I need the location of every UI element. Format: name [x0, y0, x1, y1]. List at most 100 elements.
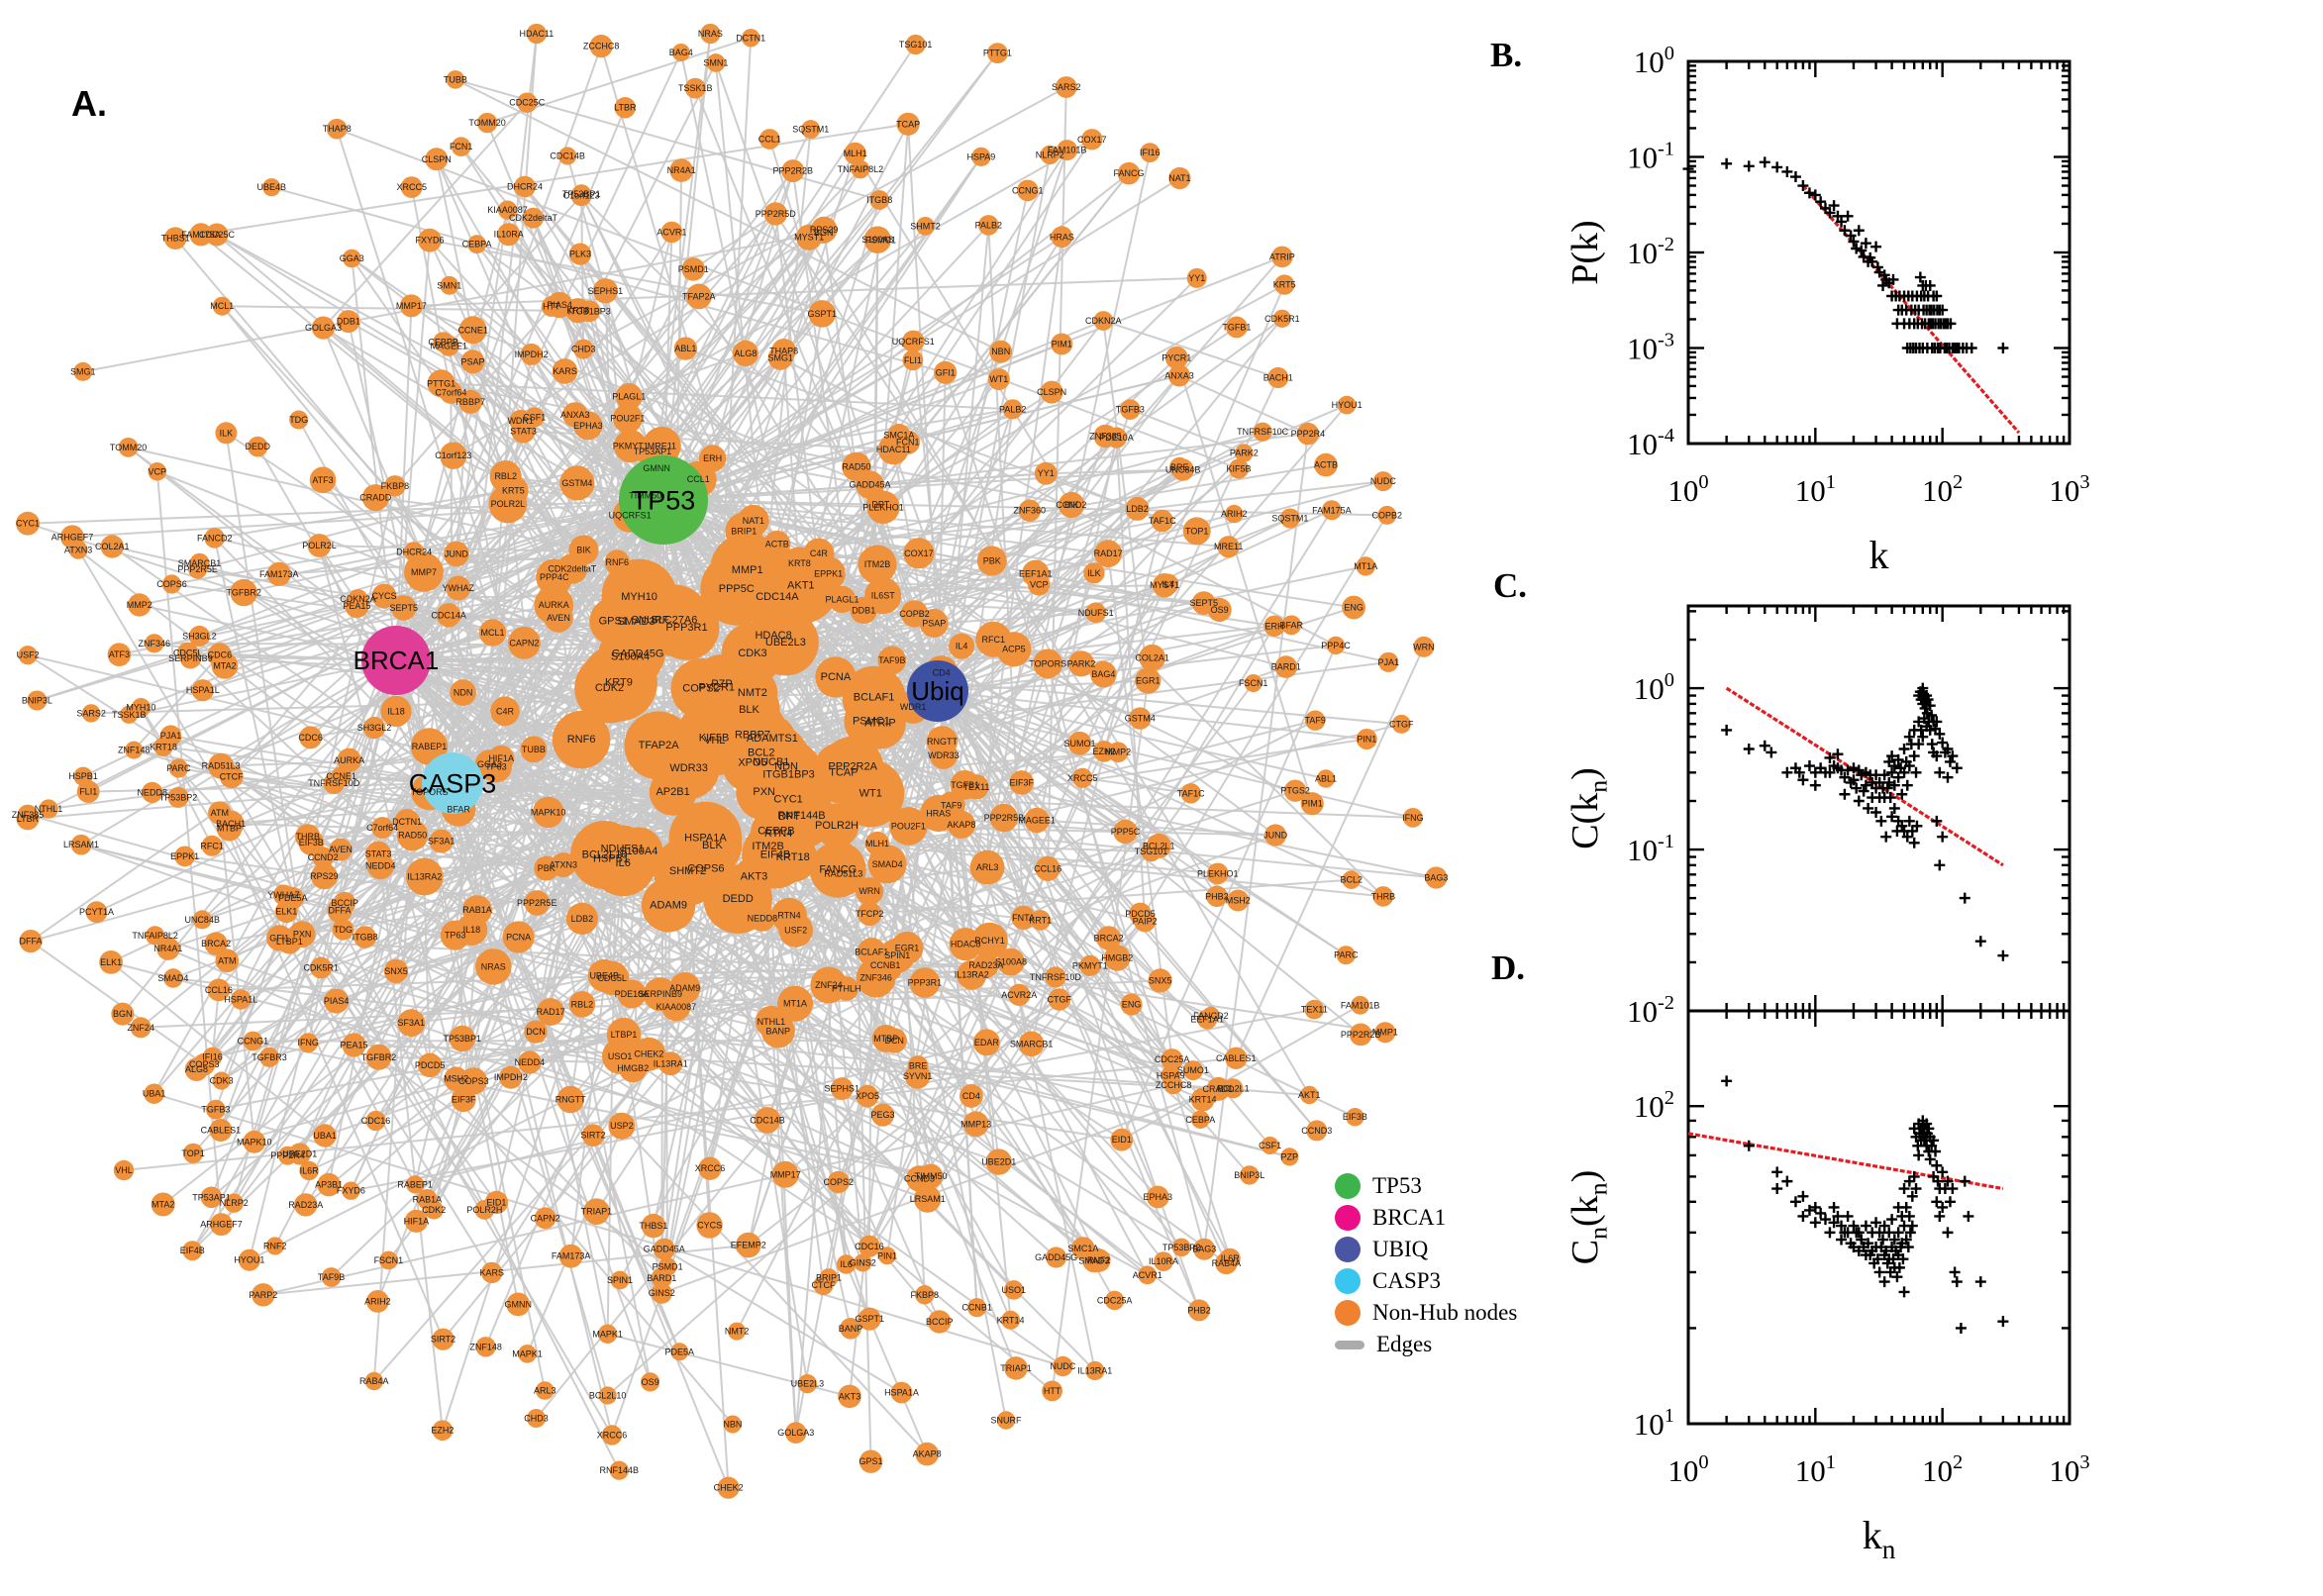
network-edge: [199, 550, 415, 638]
network-edge: [213, 538, 294, 899]
data-point: [1914, 271, 1926, 283]
data-point: [1937, 831, 1949, 843]
node-swatch-icon: [1335, 1300, 1361, 1326]
pow-base: 10: [1627, 332, 1658, 366]
label-seg: P(k): [1565, 220, 1606, 284]
network-edge: [799, 507, 1138, 565]
network-edge: [1102, 584, 1165, 675]
scatter-c: [1721, 682, 2009, 961]
node-swatch-icon: [1335, 1268, 1361, 1294]
pow-base: 10: [1634, 45, 1665, 79]
network-edge: [1175, 357, 1314, 804]
data-point: [1771, 161, 1783, 173]
xtick-label-d: 101: [1795, 1451, 1836, 1488]
data-point: [1944, 755, 1956, 767]
plot-ticks-d: [1686, 1011, 2071, 1426]
label-seg: ): [1565, 1170, 1606, 1183]
label-sub: n: [1882, 1535, 1896, 1564]
data-point: [1944, 1196, 1956, 1208]
network-edge: [769, 761, 1084, 1249]
data-point: [1901, 779, 1913, 791]
pow-exp: -1: [1658, 831, 1674, 852]
data-point: [1873, 1266, 1885, 1278]
network-edge: [454, 78, 1002, 353]
network-edge: [519, 353, 533, 422]
network-edge: [336, 128, 1240, 470]
data-point: [1824, 1227, 1836, 1239]
data-point: [1759, 156, 1770, 168]
ytick-label-d: 101: [1634, 1405, 1674, 1442]
ytick-label-b: 10-4: [1627, 425, 1674, 461]
pow-exp: 2: [1953, 1451, 1963, 1473]
data-point: [1842, 1210, 1854, 1222]
network-edge: [377, 1055, 668, 1268]
data-point: [1797, 1190, 1809, 1202]
network-edge: [354, 1044, 650, 1055]
scatter-d: [1721, 1075, 2009, 1334]
network-edge: [308, 912, 870, 1172]
data-point: [1721, 157, 1733, 169]
data-point: [1934, 859, 1946, 871]
data-point: [1860, 1220, 1871, 1232]
pow-exp: 2: [1665, 1087, 1674, 1109]
data-point: [1886, 1214, 1898, 1226]
legend-label: Edges: [1376, 1332, 1433, 1356]
data-point: [1951, 762, 1963, 774]
pow-exp: 1: [1665, 1405, 1674, 1427]
data-point: [1959, 892, 1970, 904]
pow-exp: 3: [2079, 471, 2089, 493]
pow-base: 10: [1627, 427, 1658, 461]
network-edge: [441, 382, 1072, 506]
pow-exp: 0: [1665, 669, 1674, 691]
data-point: [1908, 750, 1920, 762]
label-seg: C(k: [1565, 793, 1606, 849]
xtick-label-b: 100: [1667, 471, 1708, 508]
pow-exp: -2: [1658, 992, 1674, 1014]
ytick-label-b: 10-2: [1627, 234, 1674, 270]
network-edge: [1047, 86, 1067, 869]
data-point: [1955, 1322, 1967, 1334]
network-edge: [524, 185, 1318, 1132]
network-edge: [218, 812, 255, 1143]
data-point: [1781, 1175, 1793, 1187]
edge-swatch-icon: [1335, 1340, 1364, 1349]
xtick-label-d: 102: [1922, 1451, 1963, 1488]
data-point: [1997, 949, 2009, 961]
pow-base: 10: [1795, 1453, 1826, 1488]
pow-base: 10: [1634, 671, 1665, 706]
network-edge: [218, 812, 445, 1341]
network-edge: [660, 1087, 1219, 1295]
pow-base: 10: [2049, 1453, 2079, 1488]
network-edge: [152, 659, 397, 1095]
data-point: [1721, 724, 1733, 736]
network-edge: [975, 750, 1119, 788]
network-edge: [442, 318, 1283, 1341]
network-edge: [112, 546, 493, 634]
network-legend: TP53 BRCA1 UBIQ CASP3 Non-Hub nodes Edges: [1335, 1170, 1517, 1360]
network-edge: [944, 371, 1232, 1259]
pow-base: 10: [1627, 994, 1658, 1029]
label-seg: C: [1565, 1240, 1606, 1264]
data-point: [1759, 740, 1770, 751]
ytick-label-c: 10-2: [1627, 992, 1674, 1029]
network-edge: [395, 659, 1149, 1276]
data-point: [1809, 1217, 1821, 1229]
fit-line-d: [1687, 1132, 2004, 1191]
data-point: [1789, 1196, 1801, 1208]
network-edge: [937, 644, 1337, 692]
ylabel-b: P(k): [1565, 220, 1606, 284]
pow-base: 10: [1627, 833, 1658, 867]
xlabel-b: k: [1869, 533, 1889, 577]
scatter-b: [1682, 156, 2009, 353]
ytick-label-c: 10-1: [1627, 831, 1674, 867]
pow-exp: 3: [2079, 1451, 2089, 1473]
data-point: [1898, 1183, 1910, 1195]
network-edge: [1120, 645, 1337, 1141]
network-edge: [1102, 320, 1279, 379]
data-point: [1963, 1210, 1974, 1222]
network-edge: [937, 690, 1384, 898]
network-edge: [441, 382, 1013, 411]
